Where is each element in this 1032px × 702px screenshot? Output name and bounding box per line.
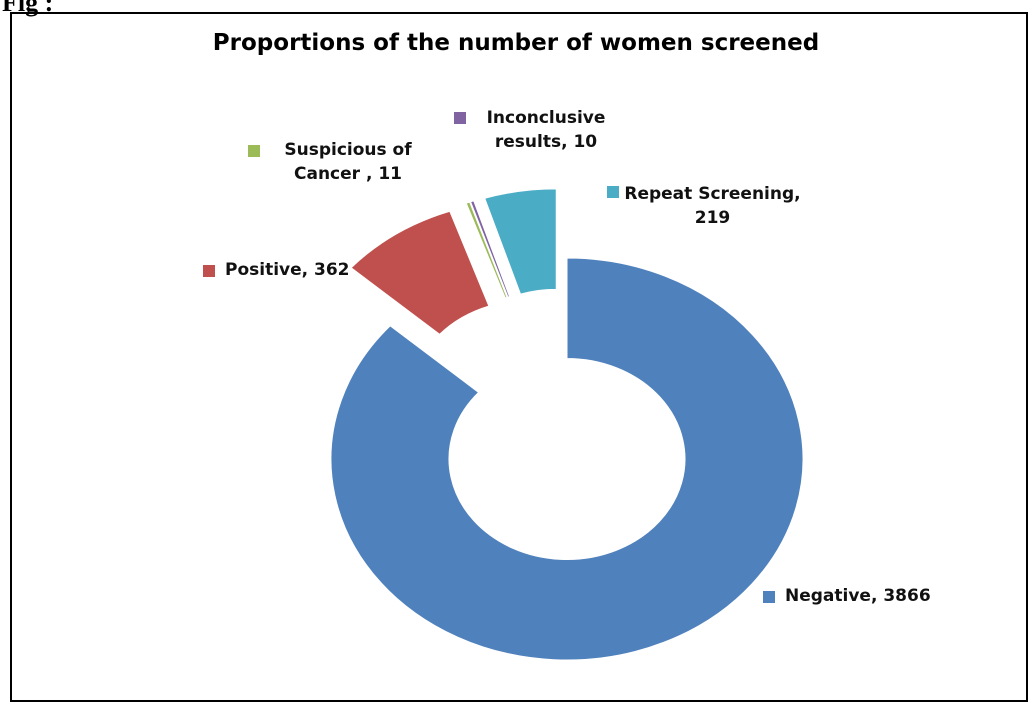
donut-slice bbox=[484, 188, 557, 295]
donut-slice bbox=[330, 257, 804, 661]
chart-title: Proportions of the number of women scree… bbox=[212, 30, 820, 56]
data-label: Suspicious of Cancer , 11 bbox=[284, 140, 412, 184]
label-marker bbox=[763, 591, 775, 603]
data-label: Inconclusive results, 10 bbox=[486, 108, 606, 152]
data-label: Negative, 3866 bbox=[785, 586, 931, 606]
label-marker bbox=[203, 265, 215, 277]
label-marker bbox=[454, 112, 466, 124]
label-marker bbox=[248, 145, 260, 157]
donut-slice bbox=[469, 200, 511, 298]
data-label: Positive, 362 bbox=[225, 260, 350, 280]
donut-slice bbox=[465, 201, 508, 299]
label-marker bbox=[607, 186, 619, 198]
data-label: Repeat Screening, 219 bbox=[624, 184, 801, 228]
donut-slice bbox=[350, 210, 490, 335]
